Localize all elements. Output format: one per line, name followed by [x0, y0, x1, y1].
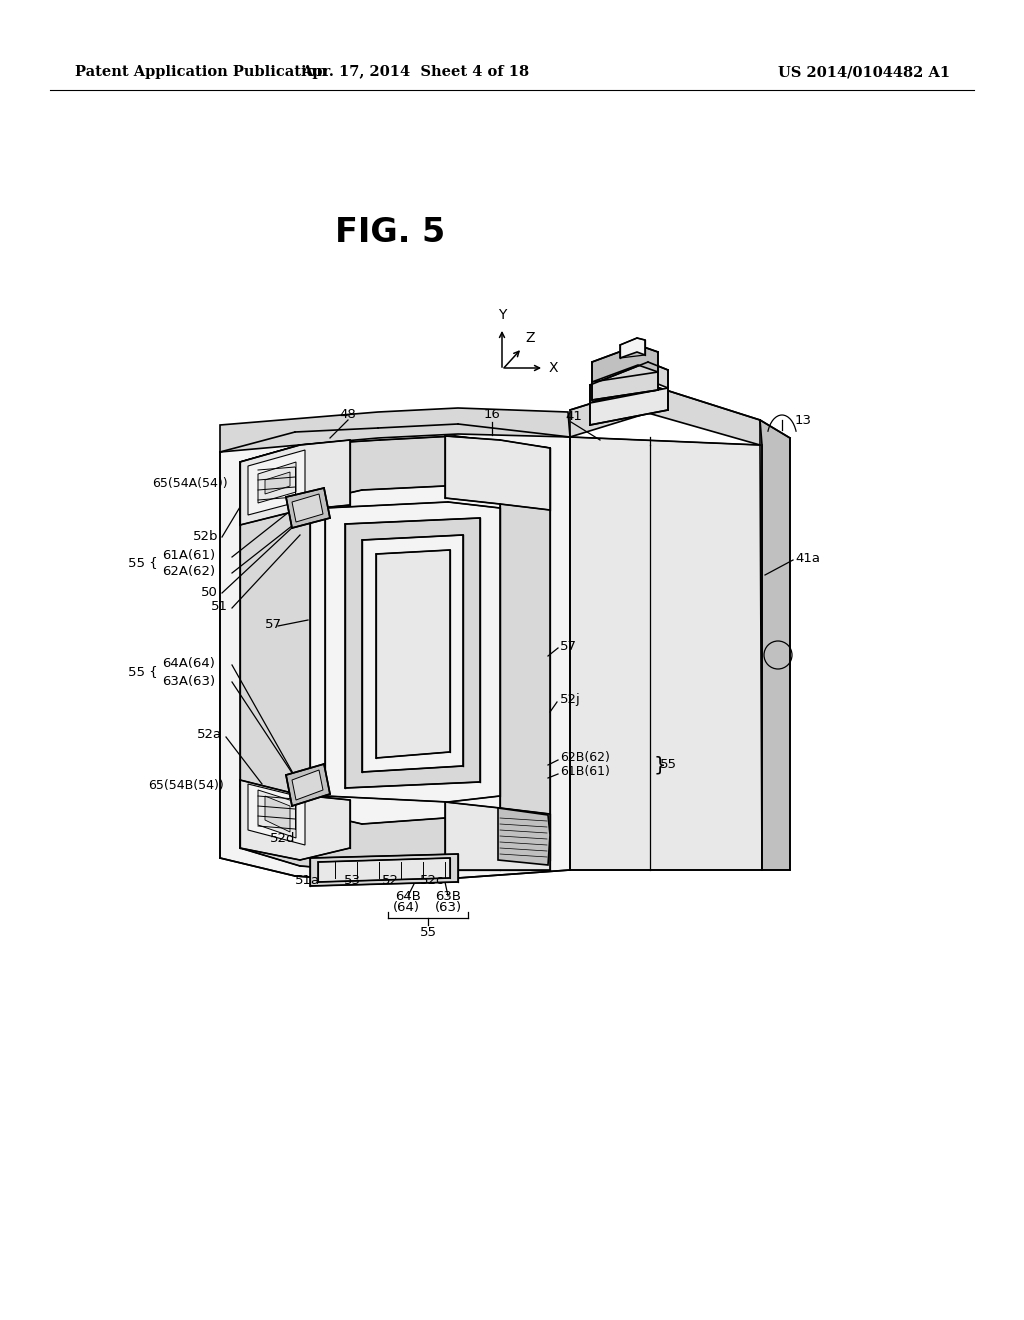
Text: 51a: 51a — [296, 874, 321, 887]
Text: 48: 48 — [340, 408, 356, 421]
Polygon shape — [592, 345, 658, 381]
Text: Apr. 17, 2014  Sheet 4 of 18: Apr. 17, 2014 Sheet 4 of 18 — [301, 65, 529, 79]
Polygon shape — [590, 388, 668, 425]
Polygon shape — [265, 473, 290, 494]
Polygon shape — [248, 450, 305, 515]
Text: 52c: 52c — [420, 874, 444, 887]
Text: 63B: 63B — [435, 890, 461, 903]
Text: 55: 55 — [660, 759, 677, 771]
Text: 41a: 41a — [795, 552, 820, 565]
Text: 64B: 64B — [395, 890, 421, 903]
Text: 16: 16 — [483, 408, 501, 421]
Polygon shape — [760, 420, 790, 870]
Polygon shape — [292, 494, 323, 521]
Polygon shape — [310, 486, 500, 824]
Text: 55 {: 55 { — [128, 665, 158, 678]
Text: FIG. 5: FIG. 5 — [335, 215, 445, 248]
Text: 55 {: 55 { — [128, 557, 158, 569]
Polygon shape — [248, 784, 305, 845]
Polygon shape — [220, 408, 570, 451]
Text: Y: Y — [498, 308, 506, 322]
Text: US 2014/0104482 A1: US 2014/0104482 A1 — [778, 65, 950, 79]
Text: 52d: 52d — [269, 832, 295, 845]
Text: 55: 55 — [420, 927, 436, 940]
Text: 64A(64): 64A(64) — [162, 656, 215, 669]
Polygon shape — [258, 462, 296, 503]
Polygon shape — [376, 550, 450, 758]
Text: 52b: 52b — [193, 529, 218, 543]
Text: X: X — [549, 360, 558, 375]
Polygon shape — [445, 436, 550, 510]
Polygon shape — [590, 362, 668, 403]
Polygon shape — [286, 764, 330, 807]
Polygon shape — [445, 803, 550, 870]
Text: 13: 13 — [795, 413, 812, 426]
Polygon shape — [592, 372, 658, 400]
Text: 41: 41 — [565, 409, 582, 422]
Polygon shape — [286, 488, 330, 528]
Polygon shape — [240, 436, 550, 873]
Text: 50: 50 — [201, 586, 218, 598]
Text: 57: 57 — [560, 639, 577, 652]
Text: 52: 52 — [382, 874, 398, 887]
Polygon shape — [240, 780, 350, 861]
Polygon shape — [325, 502, 500, 803]
Polygon shape — [310, 854, 458, 886]
Text: 52j: 52j — [560, 693, 581, 706]
Polygon shape — [258, 789, 296, 838]
Text: 51: 51 — [211, 601, 228, 614]
Text: 61B(61): 61B(61) — [560, 766, 610, 779]
Text: 62B(62): 62B(62) — [560, 751, 610, 764]
Text: 53: 53 — [343, 874, 360, 887]
Text: 62A(62): 62A(62) — [162, 565, 215, 578]
Text: 61A(61): 61A(61) — [162, 549, 215, 561]
Text: Patent Application Publication: Patent Application Publication — [75, 65, 327, 79]
Text: 52a: 52a — [197, 729, 222, 742]
Polygon shape — [498, 808, 550, 865]
Polygon shape — [570, 437, 762, 870]
Text: 57: 57 — [265, 619, 282, 631]
Polygon shape — [265, 796, 290, 832]
Polygon shape — [362, 535, 463, 772]
Polygon shape — [318, 858, 450, 882]
Polygon shape — [570, 385, 760, 445]
Polygon shape — [620, 338, 645, 358]
Polygon shape — [220, 424, 570, 882]
Text: 65(54B(54)): 65(54B(54)) — [148, 779, 224, 792]
Text: }: } — [654, 755, 667, 775]
Text: Z: Z — [525, 331, 535, 345]
Text: (63): (63) — [434, 902, 462, 915]
Polygon shape — [240, 440, 350, 525]
Text: 63A(63): 63A(63) — [162, 675, 215, 688]
Text: 65(54A(54)): 65(54A(54)) — [152, 477, 227, 490]
Polygon shape — [292, 770, 323, 800]
Polygon shape — [345, 517, 480, 788]
Text: (64): (64) — [392, 902, 420, 915]
